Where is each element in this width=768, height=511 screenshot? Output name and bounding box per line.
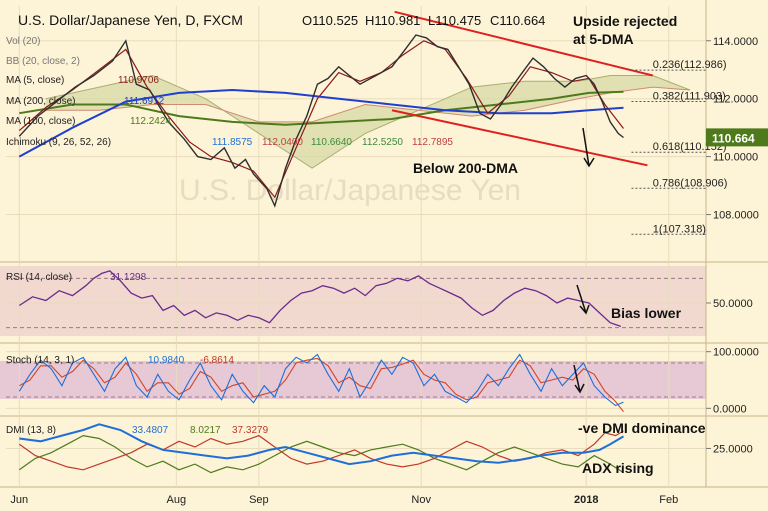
ohlc-high: H110.981 <box>365 13 420 28</box>
fib-level-label: 0.382(111.903) <box>653 90 726 102</box>
stoch-label[interactable]: Stoch (14, 3, 1) <box>6 355 74 366</box>
dmi-plus-di-line <box>18 434 624 474</box>
legend-ma200-value: 111.6912 <box>124 96 165 107</box>
ichimoku-span-a <box>45 74 691 169</box>
rsi-tick-label: 50.0000 <box>713 298 753 310</box>
legend-ma5[interactable]: MA (5, close) <box>6 75 64 86</box>
dmi-adx-value: 33.4807 <box>132 425 169 436</box>
price-tick-label: 114.0000 <box>713 36 758 48</box>
stoch-d-line <box>19 357 624 413</box>
x-tick-label: Aug <box>167 494 187 506</box>
ichimoku-value-4: 112.5250 <box>362 137 403 148</box>
last-price-label: 110.664 <box>712 131 755 145</box>
price-tick-label: 112.0000 <box>713 94 758 106</box>
overlay-legend: Vol (20) BB (20, close, 2) MA (5, close)… <box>6 36 453 148</box>
price-tick-label: 108.0000 <box>713 210 759 222</box>
ohlc-close: C110.664 <box>490 13 545 28</box>
trend-line-upper <box>394 10 654 77</box>
legend-ma100[interactable]: MA (100, close) <box>6 116 75 127</box>
annotation-at-5dma: at 5-DMA <box>573 31 634 47</box>
last-price-tag <box>706 128 768 147</box>
legend-ichimoku[interactable]: Ichimoku (9, 26, 52, 26) <box>6 137 111 148</box>
fib-level-label: 0.236(112.986) <box>653 59 727 71</box>
watermark: U.S. Dollar/Japanese Yen <box>179 174 521 207</box>
overlay-layer: 0.236(112.986)0.382(111.903)0.618(110.15… <box>391 10 728 235</box>
ma200-line <box>18 88 624 158</box>
rsi-line <box>18 270 622 328</box>
dmi-adx-line <box>19 423 625 466</box>
ichimoku-value-1: 111.8575 <box>212 137 253 148</box>
ichimoku-value-5: 112.7895 <box>412 137 453 148</box>
rsi-value: 31.1298 <box>110 272 147 283</box>
x-tick-label: Jun <box>10 494 28 506</box>
panel-dividers <box>0 0 768 488</box>
stoch-tick-label: 100.0000 <box>713 347 759 359</box>
ohlc-open: O110.525 <box>302 13 358 28</box>
ma100-line <box>19 90 624 126</box>
x-tick-label: Nov <box>411 494 431 506</box>
stoch-d-value: -6.8614 <box>200 355 234 366</box>
annotation-adx-rising: ADX rising <box>582 460 654 476</box>
stoch-k-line <box>18 353 624 407</box>
annotation-bias-lower: Bias lower <box>611 305 682 321</box>
x-tick-label: Sep <box>249 494 269 506</box>
legend-bb[interactable]: BB (20, close, 2) <box>6 56 80 67</box>
arrow-rsi <box>576 284 590 315</box>
fib-level-label: 0.786(108.906) <box>653 177 728 189</box>
legend-vol[interactable]: Vol (20) <box>6 36 40 47</box>
header: U.S. Dollar/Japanese Yen, D, FXCM O110.5… <box>18 12 545 28</box>
dmi-tick-label: 25.0000 <box>713 443 753 455</box>
annotation-upside-rejected: Upside rejected <box>573 13 677 29</box>
price-close-line <box>18 34 624 208</box>
legend-ma200[interactable]: MA (200, close) <box>6 96 75 107</box>
stoch-tick-label: 0.0000 <box>713 403 747 415</box>
stoch-k-value: 10.9840 <box>148 355 185 366</box>
chart-title: U.S. Dollar/Japanese Yen, D, FXCM <box>18 12 243 28</box>
legend-ma100-value: 112.2424 <box>130 116 171 127</box>
ichimoku-cloud <box>45 74 691 169</box>
trend-line-lower <box>391 109 648 167</box>
annotation-dmi-dominance: -ve DMI dominance <box>578 420 706 436</box>
ohlc-low: L110.475 <box>428 13 481 28</box>
dmi-plus-value: 8.0217 <box>190 425 221 436</box>
annotation-below-200dma: Below 200-DMA <box>413 160 518 176</box>
ichimoku-cloud-fill <box>45 75 690 169</box>
series-layer <box>18 34 625 474</box>
ichimoku-value-3: 110.6640 <box>311 137 352 148</box>
annotation-arrows <box>573 127 595 394</box>
rsi-label[interactable]: RSI (14, close) <box>6 272 72 283</box>
x-tick-label: 2018 <box>574 494 598 506</box>
dmi-label[interactable]: DMI (13, 8) <box>6 425 56 436</box>
rsi-band <box>0 266 706 336</box>
x-tick-label: Feb <box>659 494 678 506</box>
dmi-minus-value: 37.3279 <box>232 425 269 436</box>
fib-level-label: 1(107.318) <box>653 223 706 235</box>
ma5-line <box>18 40 624 199</box>
price-tick-label: 110.0000 <box>713 152 758 164</box>
ichimoku-span-b <box>45 86 691 123</box>
legend-ma5-value: 110.9706 <box>118 75 159 86</box>
arrow-price <box>582 127 595 168</box>
ichimoku-value-2: 112.0400 <box>262 137 303 148</box>
arrow-stoch <box>573 364 585 394</box>
